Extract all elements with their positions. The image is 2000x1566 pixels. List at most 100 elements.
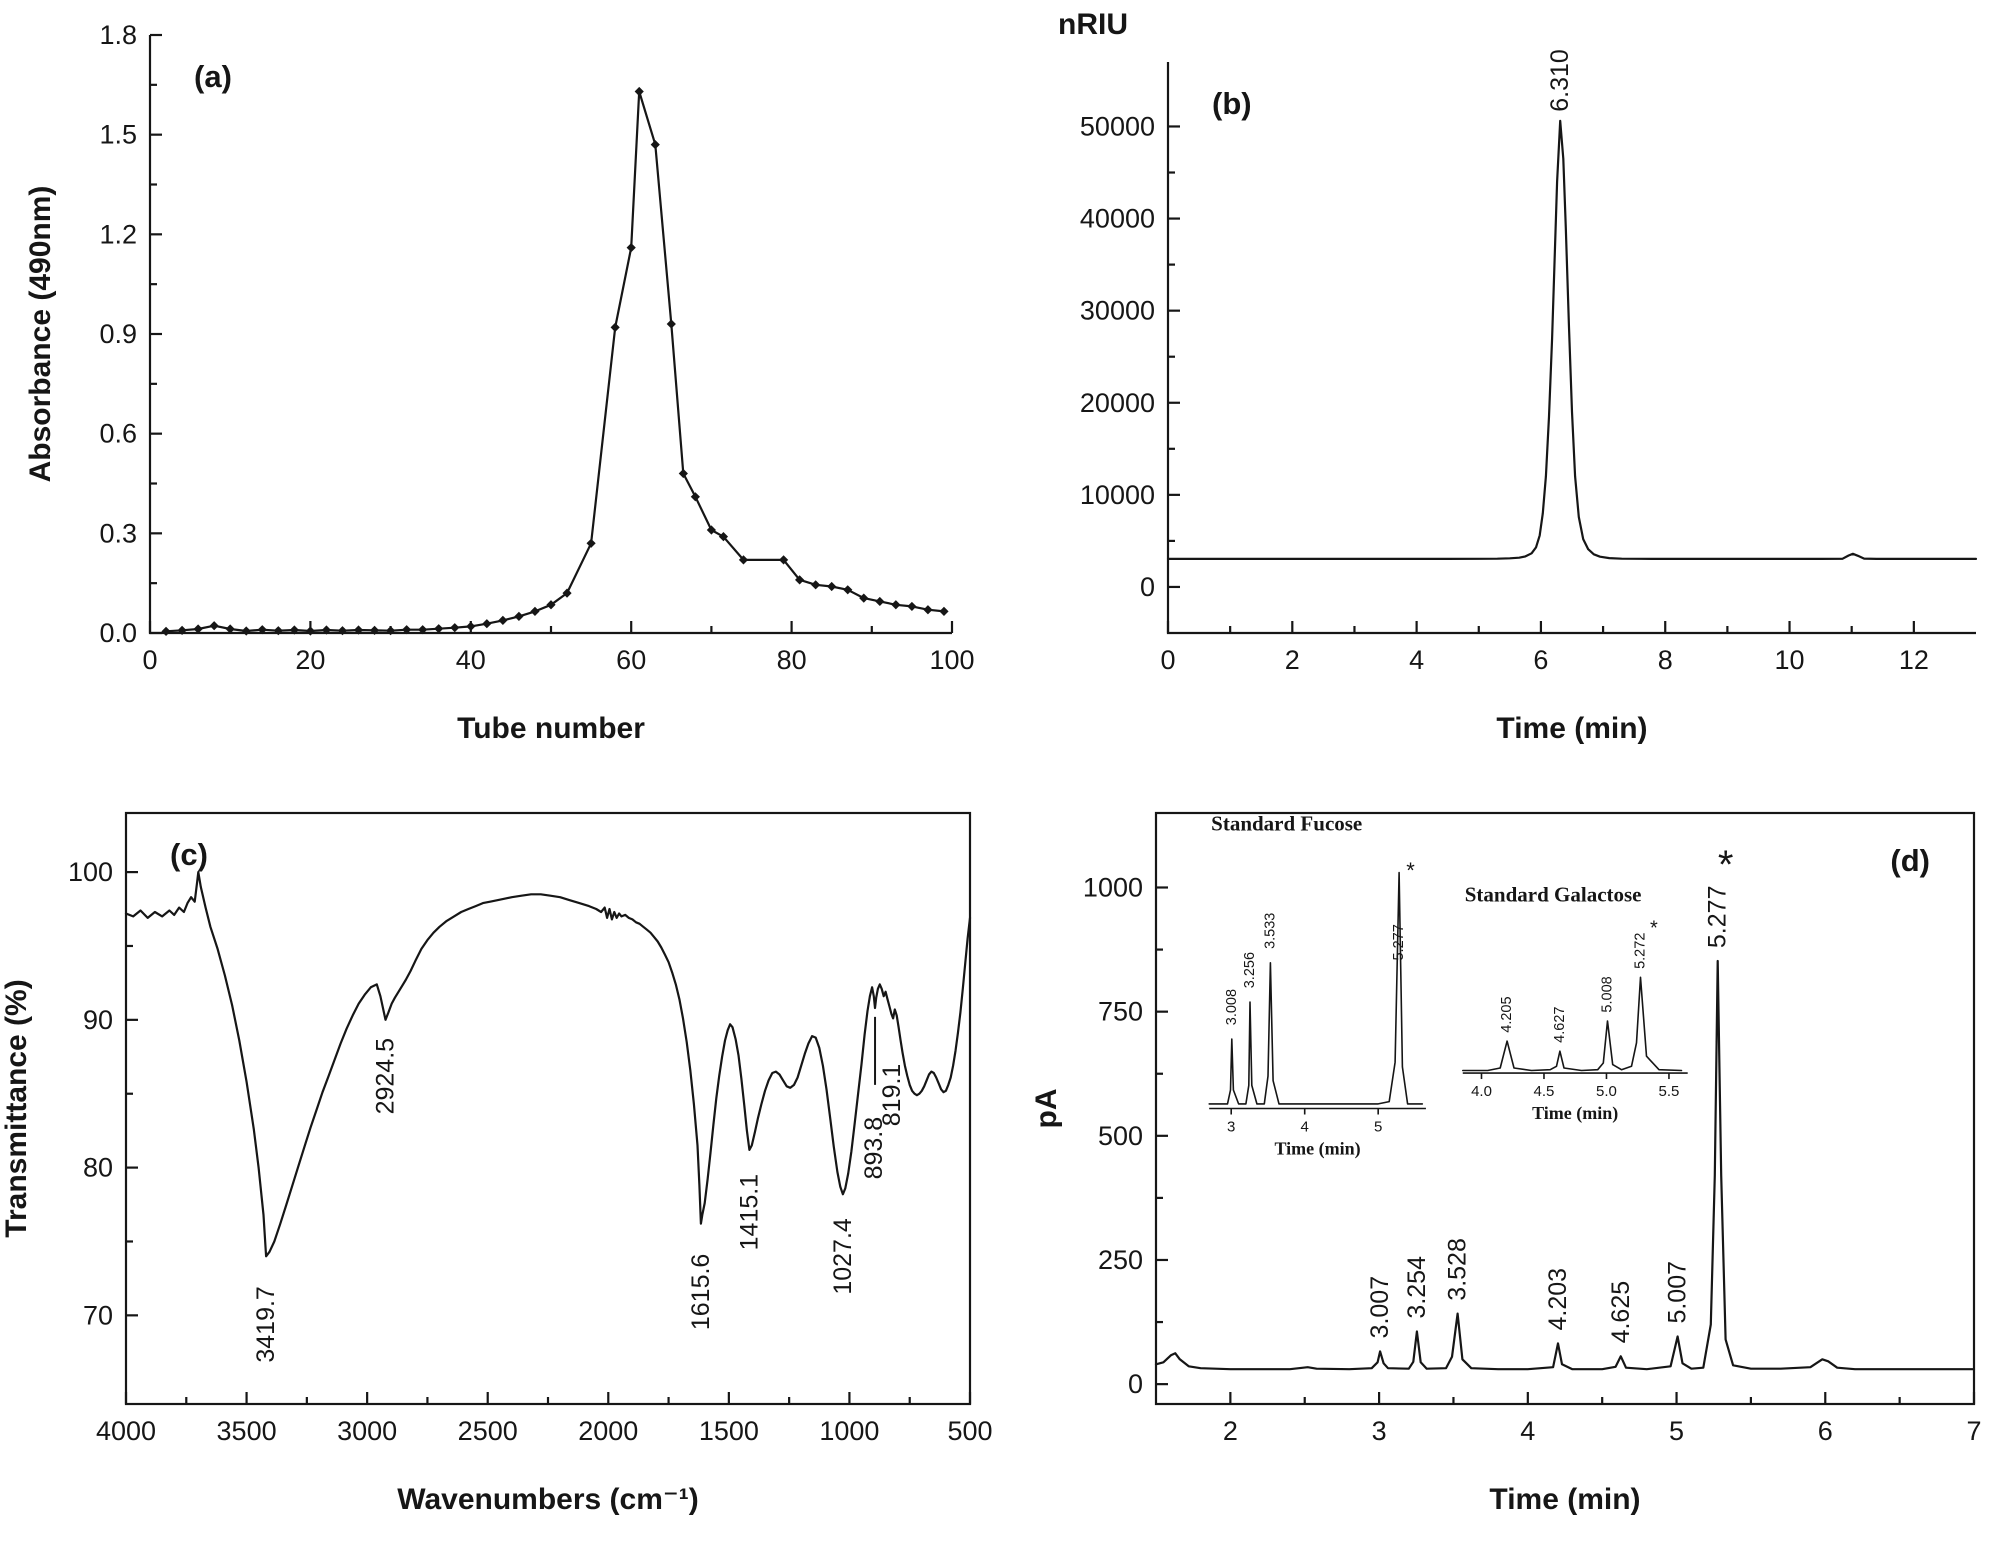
- series-line: [1208, 871, 1424, 1105]
- data-point-marker: [209, 621, 219, 631]
- peak-label: 5.277: [1704, 886, 1732, 949]
- ftir-spectrum-chart: 4000 3500 3000 2500 2000 1500 1000 500 70 80 90 100…: [0, 811, 993, 1516]
- data-point-marker: [321, 625, 332, 635]
- peak-label: 3.254: [1403, 1256, 1431, 1319]
- data-point-marker: [369, 625, 380, 635]
- y-tick-label: 0.3: [99, 518, 137, 548]
- data-point-marker: [466, 621, 476, 631]
- data-point-marker: [586, 538, 596, 548]
- data-point-marker: [795, 575, 805, 585]
- peak-label: 3.528: [1444, 1238, 1472, 1301]
- y-tick-label: 0: [1128, 1369, 1143, 1399]
- x-tick-label: 6: [1533, 645, 1548, 675]
- data-point-marker: [827, 581, 837, 592]
- data-point-marker: [514, 611, 524, 621]
- peak-label: 3.533: [1262, 913, 1278, 949]
- data-point-marker: [161, 626, 171, 636]
- peak-label: 6.310: [1546, 49, 1574, 112]
- panel-c-ftir-spectrum: 4000 3500 3000 2500 2000 1500 1000 500 70 80 90 100…: [0, 783, 1000, 1566]
- peak-label: 3.007: [1366, 1276, 1394, 1339]
- y-tick-label: 1.2: [99, 219, 137, 249]
- x-axis-label: Tube number: [457, 712, 645, 745]
- data-point-marker: [289, 625, 299, 635]
- peak-label: 5.272: [1632, 933, 1648, 969]
- x-tick-label: 3: [1227, 1119, 1235, 1136]
- x-tick-label: 0: [1160, 645, 1175, 675]
- panel-b-hplc-chromatogram: 0 2 4 6 8 10 12 0 10000 20000 30000 40000 50000 6.310…: [1000, 0, 2000, 783]
- x-tick-label: 12: [1899, 645, 1929, 675]
- data-point-marker: [450, 623, 460, 633]
- y-tick-label: 90: [83, 1005, 113, 1035]
- y-axis-label: pA: [1030, 1089, 1063, 1129]
- peak-label: 3.008: [1224, 989, 1240, 1025]
- x-tick-label: 40: [456, 645, 486, 675]
- series-line: [1154, 959, 1976, 1371]
- panel-label: (d): [1890, 843, 1930, 878]
- peak-label: 4.203: [1544, 1268, 1572, 1331]
- panel-label: (a): [194, 59, 232, 94]
- data-point-marker: [666, 319, 676, 329]
- x-axis-label: Time (min): [1274, 1139, 1360, 1160]
- data-point-marker: [907, 601, 917, 612]
- data-point-marker: [498, 615, 508, 625]
- data-point-marker: [610, 322, 620, 332]
- panel-a-elution-profile: 0 20 40 60 80 100 0.0 0.3 0.6 0.9 1.2 1.5 1.8 Tube nu…: [0, 0, 1000, 783]
- data-point-marker: [634, 86, 644, 97]
- data-point-marker: [562, 588, 572, 598]
- peak-label: 1415.1: [735, 1174, 763, 1250]
- y-tick-label: 20000: [1080, 388, 1155, 418]
- peak-label: *: [1718, 843, 1734, 887]
- x-tick-label: 2500: [458, 1416, 518, 1446]
- data-point-marker: [690, 492, 700, 502]
- data-point-marker: [875, 596, 885, 607]
- inset-title: Standard Fucose: [1211, 812, 1362, 836]
- data-point-marker: [706, 525, 716, 535]
- x-tick-label: 5: [1374, 1119, 1382, 1136]
- y-tick-label: 0: [1140, 572, 1155, 602]
- plot-axes: [1166, 62, 1976, 635]
- data-point-marker: [811, 580, 821, 590]
- data-point-marker: [193, 624, 203, 634]
- gc-chromatogram-chart: 2 3 4 5 6 7 0 250 500 750 1000 3.007 3.254 3.528 4.203…: [1030, 811, 1982, 1516]
- y-tick-label: 0.0: [99, 618, 137, 648]
- peak-label: 3419.7: [252, 1286, 280, 1362]
- x-tick-label: 100: [929, 645, 974, 675]
- x-tick-label: 60: [616, 645, 646, 675]
- x-tick-label: 6: [1818, 1416, 1833, 1446]
- y-tick-label: 250: [1098, 1245, 1143, 1275]
- x-tick-label: 0: [142, 645, 157, 675]
- x-tick-label: 4.5: [1534, 1083, 1555, 1100]
- peak-label: 4.625: [1607, 1281, 1635, 1344]
- peak-label: 3.256: [1242, 952, 1258, 988]
- data-point-marker: [891, 600, 901, 610]
- x-tick-label: 20: [295, 645, 325, 675]
- series-line: [1461, 976, 1683, 1072]
- data-point-marker: [386, 626, 396, 636]
- x-tick-label: 5.0: [1596, 1083, 1617, 1100]
- x-axis-label: Time (min): [1496, 712, 1647, 745]
- x-tick-label: 3000: [337, 1416, 397, 1446]
- y-tick-label: 0.9: [99, 319, 137, 349]
- y-tick-label: 100: [68, 857, 113, 887]
- x-tick-label: 10: [1775, 645, 1805, 675]
- hplc-chromatogram-chart: 0 2 4 6 8 10 12 0 10000 20000 30000 40000 50000 6.310…: [1058, 8, 1978, 745]
- x-tick-label: 7: [1966, 1416, 1981, 1446]
- panel-label: (c): [170, 837, 208, 872]
- series-line: [124, 870, 972, 1258]
- y-tick-label: 30000: [1080, 296, 1155, 326]
- y-axis-label: nRIU: [1058, 8, 1128, 41]
- y-tick-label: 80: [83, 1153, 113, 1183]
- x-tick-label: 4.0: [1471, 1083, 1492, 1100]
- data-point-marker: [273, 626, 283, 636]
- x-tick-label: 1500: [699, 1416, 759, 1446]
- gc-chromatogram-chart: 2 3 4 5 6 7 0 250 500 750 1000 3.007 3.254 3.528 4.203…: [1030, 811, 1982, 1516]
- data-point-marker: [482, 619, 492, 629]
- x-axis-label: Time (min): [1532, 1103, 1618, 1124]
- y-tick-label: 10000: [1080, 480, 1155, 510]
- peak-label: *: [1650, 918, 1658, 940]
- x-tick-label: 3: [1372, 1416, 1387, 1446]
- x-axis-label: Wavenumbers (cm⁻¹): [397, 1483, 698, 1516]
- data-point-marker: [353, 625, 364, 635]
- data-point-marker: [402, 625, 412, 635]
- data-point-marker: [434, 624, 444, 634]
